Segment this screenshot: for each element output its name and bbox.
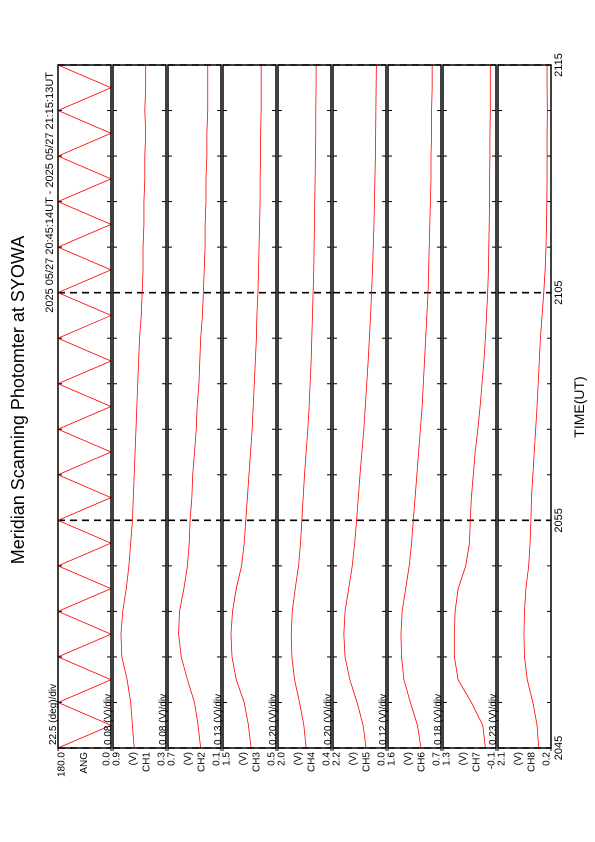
panel-frame xyxy=(387,64,442,749)
y-unit: (V) xyxy=(128,752,139,765)
panel-scale: 0.12 (V)/div xyxy=(378,694,389,745)
panel-frame xyxy=(442,64,497,749)
panel-scale: 0.20 (V)/div xyxy=(323,694,334,745)
y-tick-label: 1.5 xyxy=(222,752,233,766)
y-tick-label: 0.7 xyxy=(432,752,443,766)
x-tick-label: 2045 xyxy=(553,736,565,760)
y-axis-label: CH2 xyxy=(197,752,208,772)
panel-scale: 22.5 (deg)/div xyxy=(48,684,59,745)
data-line xyxy=(453,65,491,749)
panel-frame xyxy=(497,64,552,749)
panel-scale: 0.20 (V)/div xyxy=(268,694,279,745)
y-tick-label: 180.0 xyxy=(57,752,68,777)
y-tick-label: 0.4 xyxy=(322,752,333,766)
panel-frame xyxy=(57,64,112,749)
y-axis-label: CH8 xyxy=(527,752,538,772)
y-tick-label: 0.0 xyxy=(102,752,113,766)
y-axis-label: ANG xyxy=(79,752,90,774)
data-line xyxy=(120,65,147,749)
y-unit: (V) xyxy=(183,752,194,765)
y-tick-label: 0.2 xyxy=(542,752,553,766)
y-axis-label: CH5 xyxy=(362,752,373,772)
y-unit: (V) xyxy=(513,752,524,765)
y-tick-label: -0.1 xyxy=(487,752,498,770)
panel-frame xyxy=(222,64,277,749)
data-line xyxy=(290,65,317,749)
x-tick-label: 2115 xyxy=(553,53,565,77)
y-tick-label: 1.6 xyxy=(387,752,398,766)
y-unit: (V) xyxy=(293,752,304,765)
y-axis-label: CH4 xyxy=(307,752,318,772)
panel-scale: 0.23 (V)/div xyxy=(488,694,499,745)
data-line xyxy=(523,65,548,749)
y-axis-label: CH1 xyxy=(142,752,153,772)
panel-frame xyxy=(332,64,387,749)
y-tick-label: 0.5 xyxy=(267,752,278,766)
y-tick-label: 2.2 xyxy=(332,752,343,766)
y-unit: (V) xyxy=(238,752,249,765)
y-tick-label: 0.0 xyxy=(377,752,388,766)
data-line xyxy=(230,65,262,749)
y-tick-label: 2.1 xyxy=(497,752,508,766)
chart-subtitle: 2025 05/27 20:45:14UT - 2025 05/27 21:15… xyxy=(44,72,56,313)
panel-frame xyxy=(167,64,222,749)
y-tick-label: 1.3 xyxy=(442,752,453,766)
x-tick-label: 2055 xyxy=(553,508,565,532)
data-line xyxy=(178,65,209,749)
data-line xyxy=(56,64,113,749)
y-tick-label: 0.3 xyxy=(157,752,168,766)
rotated-chart: Meridian Scanning Photomter at SYOWA 202… xyxy=(8,53,587,777)
panel-frame xyxy=(277,64,332,749)
y-unit: (V) xyxy=(458,752,469,765)
y-axis-label: CH3 xyxy=(252,752,263,772)
data-line xyxy=(400,65,433,749)
panel-frame xyxy=(112,64,167,749)
y-tick-label: 0.9 xyxy=(112,752,123,766)
y-tick-label: 0.1 xyxy=(212,752,223,766)
panel-scale: 0.08 (V)/div xyxy=(158,694,169,745)
panel-scale: 0.18 (V)/div xyxy=(433,694,444,745)
y-tick-label: 2.0 xyxy=(277,752,288,766)
y-axis-label: CH7 xyxy=(472,752,483,772)
x-axis-label: TIME(UT) xyxy=(571,376,587,437)
panel-scale: 0.13 (V)/div xyxy=(213,694,224,745)
y-tick-label: 0.7 xyxy=(167,752,178,766)
x-tick-label: 2105 xyxy=(553,280,565,304)
y-unit: (V) xyxy=(403,752,414,765)
y-unit: (V) xyxy=(348,752,359,765)
data-line xyxy=(343,64,377,749)
panel-scale: 0.08 (V)/div xyxy=(103,694,114,745)
chart-title: Meridian Scanning Photomter at SYOWA xyxy=(8,236,28,564)
y-axis-label: CH6 xyxy=(417,752,428,772)
